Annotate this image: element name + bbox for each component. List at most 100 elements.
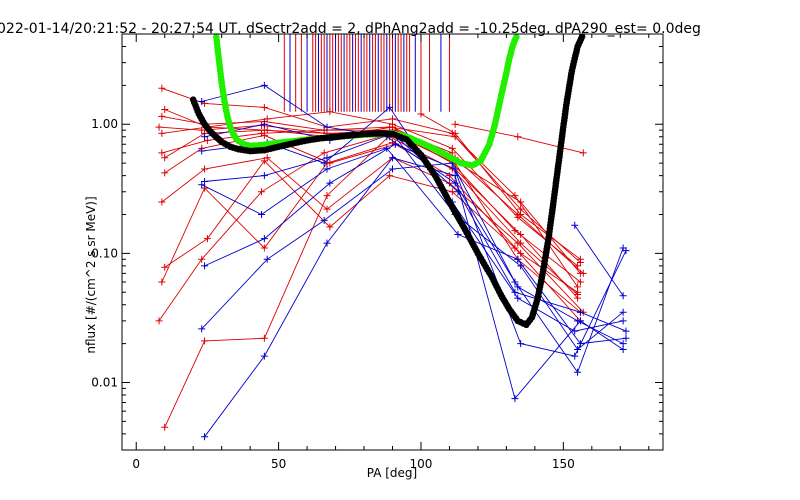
y-axis-label: nflux [#/(cm^2 s sr MeV)]: [84, 196, 98, 353]
data-point: [201, 337, 209, 345]
data-point: [576, 308, 584, 316]
data-point: [514, 133, 522, 141]
data-point: [201, 262, 209, 270]
data-point: [158, 278, 166, 286]
data-point: [158, 129, 166, 137]
data-point: [258, 188, 266, 196]
red-series-line: [161, 126, 456, 431]
data-point: [619, 346, 627, 354]
data-point: [198, 255, 206, 263]
data-point: [517, 231, 525, 238]
data-point: [198, 181, 206, 189]
data-point: [158, 112, 166, 120]
x-tick-label: 100: [410, 457, 433, 471]
series-polyline: [574, 225, 624, 296]
x-tick-label: 0: [132, 457, 140, 471]
y-tick-label: 0.10: [91, 246, 118, 260]
curve-point: [513, 33, 520, 41]
data-point: [622, 247, 630, 255]
pa-marker-lines: [283, 34, 450, 112]
data-point: [619, 292, 627, 300]
data-point: [260, 244, 268, 252]
data-point: [574, 294, 582, 302]
data-point: [517, 249, 525, 257]
data-point: [323, 192, 331, 200]
data-point: [571, 327, 579, 335]
series-polyline: [161, 157, 584, 313]
data-point: [454, 231, 462, 238]
x-tick-label: 150: [552, 457, 575, 471]
data-point: [158, 149, 166, 157]
data-point: [198, 325, 206, 333]
data-point: [323, 239, 331, 247]
data-point: [161, 106, 169, 114]
red-series-line: [158, 123, 587, 277]
data-point: [260, 235, 268, 243]
data-point: [514, 294, 522, 302]
data-point: [451, 129, 459, 137]
data-point: [579, 269, 587, 277]
data-point: [326, 179, 334, 187]
data-point: [619, 317, 627, 325]
data-point: [260, 103, 268, 111]
data-point: [260, 81, 268, 89]
blue-series-line: [201, 154, 627, 441]
data-point: [155, 317, 163, 325]
data-point: [155, 123, 163, 131]
series-polyline: [158, 132, 581, 322]
data-point: [619, 340, 627, 348]
curve-point: [578, 33, 586, 40]
data-point: [326, 223, 334, 231]
data-point: [260, 120, 268, 128]
data-point: [320, 216, 328, 224]
data-point: [201, 433, 209, 441]
y-tick-label: 1.00: [91, 117, 118, 131]
series-polyline: [204, 157, 624, 437]
data-point: [511, 244, 519, 252]
series-polyline: [201, 147, 627, 345]
data-point: [161, 423, 169, 431]
data-point: [158, 84, 166, 92]
data-point: [576, 255, 584, 263]
data-series: [155, 33, 630, 441]
red-series-line: [158, 84, 584, 266]
data-point: [323, 205, 331, 213]
data-point: [517, 211, 525, 218]
data-point: [201, 165, 209, 173]
series-polyline: [164, 109, 578, 267]
data-point: [158, 198, 166, 206]
data-point: [517, 198, 525, 206]
data-point: [326, 108, 334, 116]
data-point: [323, 123, 331, 131]
data-point: [417, 110, 425, 118]
data-point: [389, 165, 396, 173]
data-point: [514, 239, 522, 247]
data-point: [201, 133, 209, 141]
data-point: [576, 278, 584, 286]
data-point: [263, 154, 271, 162]
data-point: [258, 211, 266, 218]
data-point: [320, 126, 328, 134]
data-point: [622, 334, 630, 342]
data-point: [203, 235, 211, 243]
data-point: [391, 140, 399, 148]
y-tick-label: 0.01: [91, 375, 118, 389]
axis-ticks: 0 50 100 150 0.01 0.10 1.00: [91, 33, 663, 471]
data-point: [571, 221, 579, 229]
data-point: [161, 154, 169, 162]
data-point: [619, 308, 627, 316]
series-polyline: [161, 115, 578, 288]
black-fit-curve: [189, 33, 586, 329]
data-point: [386, 103, 394, 111]
blue-series-line: [198, 144, 630, 348]
chart-title: 022-01-14/20:21:52 - 20:27:54 UT, dSectr…: [0, 21, 701, 37]
data-point: [511, 278, 519, 286]
data-point: [203, 136, 211, 144]
data-point: [571, 352, 579, 360]
data-point: [323, 165, 331, 173]
data-point: [514, 255, 522, 263]
series-polyline: [164, 134, 578, 299]
data-point: [201, 178, 209, 186]
data-point: [260, 172, 268, 180]
